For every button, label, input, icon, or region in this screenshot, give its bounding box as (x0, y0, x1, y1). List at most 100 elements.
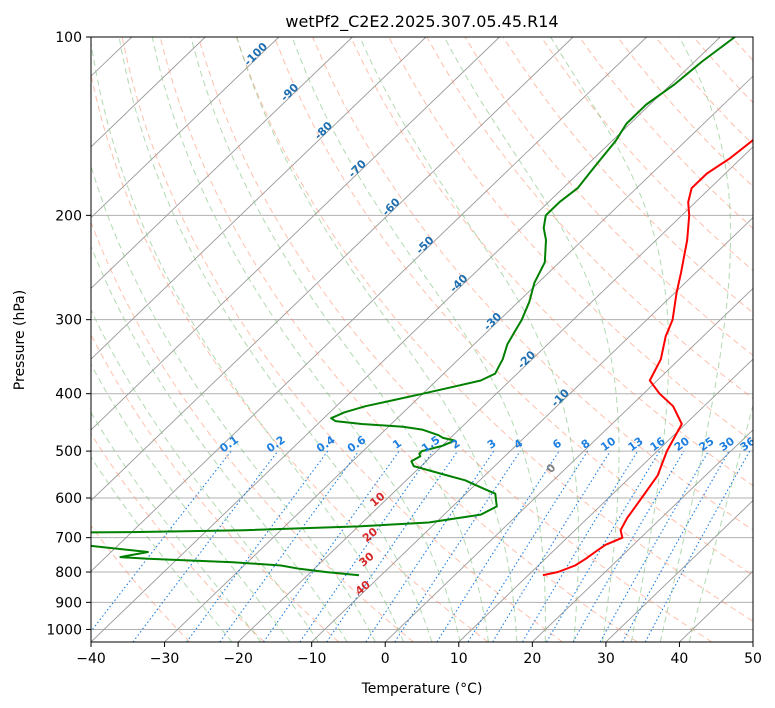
mixing-ratio-line (572, 450, 685, 642)
x-tick-label: 30 (597, 651, 615, 667)
x-axis-label: Temperature (°C) (361, 681, 483, 697)
moist-adiabat-line (91, 244, 348, 642)
x-tick-label: 20 (523, 651, 541, 667)
isotherm-label: -10 (549, 386, 572, 409)
isotherm-label: -80 (312, 119, 335, 142)
isotherm-label: -100 (241, 40, 270, 69)
dry-adiabat-line (350, 37, 753, 487)
isotherm-line (91, 37, 427, 360)
moist-adiabat-line (443, 37, 620, 642)
x-tick-label: 40 (671, 651, 689, 667)
mixing-ratio-label: 0.2 (264, 433, 287, 455)
isotherm-line (164, 75, 753, 642)
x-tick-label: 0 (381, 651, 390, 667)
dry-adiabat-line (388, 37, 753, 443)
moist-adiabat-line (688, 403, 753, 642)
isotherm-line (91, 37, 721, 642)
isotherm-line (752, 641, 753, 642)
moist-adiabat-line (659, 37, 732, 642)
dry-adiabat-line (426, 37, 753, 399)
mixing-ratio-line (219, 450, 360, 642)
dry-adiabat-line (91, 524, 191, 642)
y-tick-label: 300 (55, 313, 82, 329)
moist-adiabat-line (91, 39, 405, 642)
moist-adiabat-line (190, 37, 489, 642)
moist-adiabat-line (91, 363, 291, 642)
mixing-ratio-line (299, 450, 434, 642)
dry-adiabat-line (159, 37, 638, 642)
dry-adiabat-label: 40 (353, 578, 373, 598)
mixing-ratio-label: 0.4 (314, 433, 338, 455)
isotherm-line (532, 429, 753, 642)
dry-adiabat-label: 20 (360, 525, 380, 545)
isotherm-line (605, 499, 753, 642)
isotherm-line (311, 217, 753, 642)
isotherm-label: -50 (413, 233, 436, 256)
mixing-ratio-line (436, 450, 560, 642)
dewpoint-line (91, 37, 736, 577)
mixing-ratio-line (599, 450, 709, 642)
dry-adiabat-line (693, 37, 753, 104)
x-tick-label: −30 (150, 651, 180, 667)
mixing-ratio-label: 6 (550, 437, 564, 452)
mixing-ratio-line (263, 450, 400, 642)
y-axis-label: Pressure (hPa) (12, 290, 28, 390)
y-tick-label: 100 (55, 30, 82, 46)
mixing-ratio-line (394, 450, 521, 642)
dry-adiabat-line (197, 37, 713, 642)
dry-adiabat-label: 30 (357, 549, 377, 569)
mixing-ratio-label: 0.1 (217, 433, 240, 455)
isotherm-label: -40 (447, 272, 470, 295)
isotherm-line (91, 37, 280, 219)
mixing-ratio-line (132, 450, 279, 642)
isotherm-line (384, 287, 753, 642)
isotherm-label: -90 (278, 81, 301, 104)
y-tick-label: 700 (55, 531, 82, 547)
dry-adiabat-line (91, 220, 414, 642)
mixing-ratio-line (622, 450, 730, 642)
dry-adiabat-line (770, 37, 775, 642)
y-tick-label: 500 (55, 444, 82, 460)
x-tick-label: 10 (450, 651, 468, 667)
isotherm-line (91, 37, 574, 502)
mixing-ratio-line (492, 450, 611, 642)
mixing-ratio-label: 2 (449, 437, 463, 452)
mixing-ratio-label: 3 (485, 437, 499, 452)
isotherm-line (91, 37, 206, 148)
dry-adiabat-line (655, 37, 753, 146)
dry-adiabat-line (464, 37, 753, 357)
moist-adiabat-line (91, 308, 319, 642)
mixing-ratio-line (326, 450, 459, 642)
mixing-ratio-line (467, 450, 589, 642)
x-tick-label: −20 (223, 651, 253, 667)
dry-adiabat-line (121, 37, 563, 642)
isotherm-line (91, 37, 647, 572)
line-labels: 0.1 0.2 0.4 0.6 1 1.5 2 3 4 6 8 10 13 16 20 25 30 36-100-… (217, 40, 753, 598)
y-tick-label: 900 (55, 595, 82, 611)
moist-adiabat-line (151, 37, 461, 642)
dry-adiabat-line (312, 37, 753, 531)
dry-adiabat-label: 10 (367, 489, 387, 509)
chart-title: wetPf2_C2E2.2025.307.05.45.R14 (285, 12, 558, 32)
isotherm-line (237, 146, 753, 642)
y-tick-label: 400 (55, 387, 82, 403)
x-tick-label: −10 (297, 651, 327, 667)
mixing-ratio-line (522, 450, 639, 642)
y-tick-label: 800 (55, 565, 82, 581)
moist-adiabat-line (291, 37, 546, 642)
plot-frame (90, 36, 754, 643)
profile-lines (91, 37, 753, 577)
dry-adiabat-line (91, 333, 340, 642)
dry-adiabat-line (617, 37, 753, 188)
moist-adiabat-line (91, 411, 262, 642)
moist-adiabat-line (91, 164, 376, 642)
mixing-ratio-label: 0.6 (345, 433, 369, 455)
mixing-ratio-line (644, 450, 751, 642)
x-tick-label: 50 (744, 651, 762, 667)
temperature-line (542, 138, 753, 577)
isotherm-label: -30 (481, 310, 504, 333)
moist-adiabat-line (118, 37, 433, 642)
isotherm-line (458, 358, 753, 642)
